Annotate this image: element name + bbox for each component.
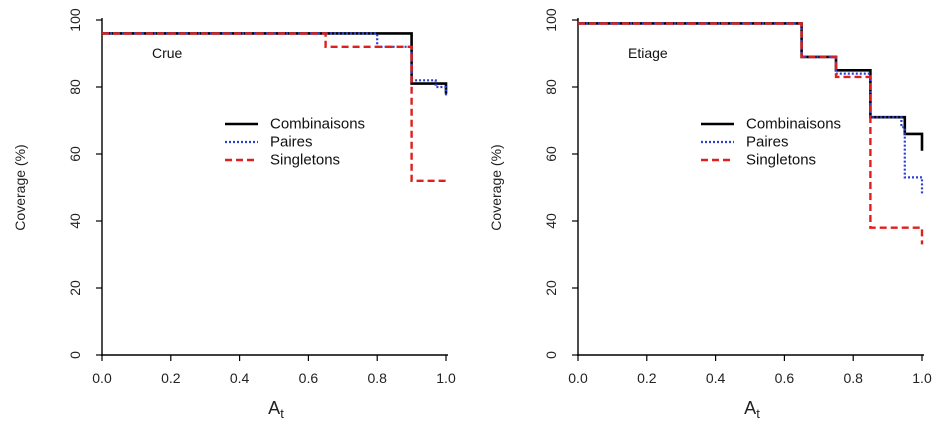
y-axis-label: Coverage (%) [488,144,504,230]
y-tick-label: 100 [543,8,559,32]
legend-label-combinaisons: Combinaisons [270,116,365,133]
x-tick-label: 0.6 [775,370,795,386]
panel-annotation: Etiage [628,45,668,61]
y-tick-label: 80 [67,79,83,95]
series-line-paires [102,32,448,98]
x-tick-label: 0.2 [161,370,181,386]
legend-label-paires: Paires [270,134,313,151]
y-tick-label: 40 [67,213,83,229]
legend-label-singletons: Singletons [746,152,816,169]
y-tick-label: 20 [543,280,559,296]
y-tick-label: 20 [67,280,83,296]
chart-panel-etiage: 0.0 0.2 0.4 0.6 0.8 1.0 0 20 40 60 80 100 Coverage (… [476,0,952,426]
x-tick-label: 1.0 [912,370,932,386]
y-tick-label: 60 [67,146,83,162]
x-tick-label: 0.0 [568,370,588,386]
y-tick-label: 100 [67,8,83,32]
y-tick-label: 40 [543,213,559,229]
chart-svg-crue: 0.0 0.2 0.4 0.6 0.8 1.0 0 20 40 60 80 100 Coverage (… [12,8,456,421]
series-line-singletons [102,32,446,183]
series-line-singletons [578,22,924,245]
legend-label-paires: Paires [746,134,789,151]
x-tick-label: 0.8 [843,370,863,386]
x-tick-label: 0.0 [92,370,112,386]
y-tick-label: 0 [67,351,83,359]
chart-svg-etiage: 0.0 0.2 0.4 0.6 0.8 1.0 0 20 40 60 80 100 Coverage (… [488,8,932,421]
y-tick-label: 80 [543,79,559,95]
y-tick-label: 60 [543,146,559,162]
series-line-combinaisons [102,32,448,94]
x-tick-label: 0.8 [367,370,387,386]
y-tick-label: 0 [543,351,559,359]
x-axis-label: At [744,398,760,421]
chart-panel-crue: 0.0 0.2 0.4 0.6 0.8 1.0 0 20 40 60 80 100 Coverage (… [12,8,456,421]
panel-annotation: Crue [152,45,183,61]
legend-label-combinaisons: Combinaisons [746,116,841,133]
x-tick-label: 0.4 [706,370,726,386]
x-tick-label: 0.6 [299,370,319,386]
x-tick-label: 1.0 [436,370,456,386]
y-axis-label: Coverage (%) [12,144,28,230]
x-tick-label: 0.4 [230,370,250,386]
x-tick-label: 0.2 [637,370,657,386]
legend-label-singletons: Singletons [270,152,340,169]
x-axis-label: At [268,398,284,421]
